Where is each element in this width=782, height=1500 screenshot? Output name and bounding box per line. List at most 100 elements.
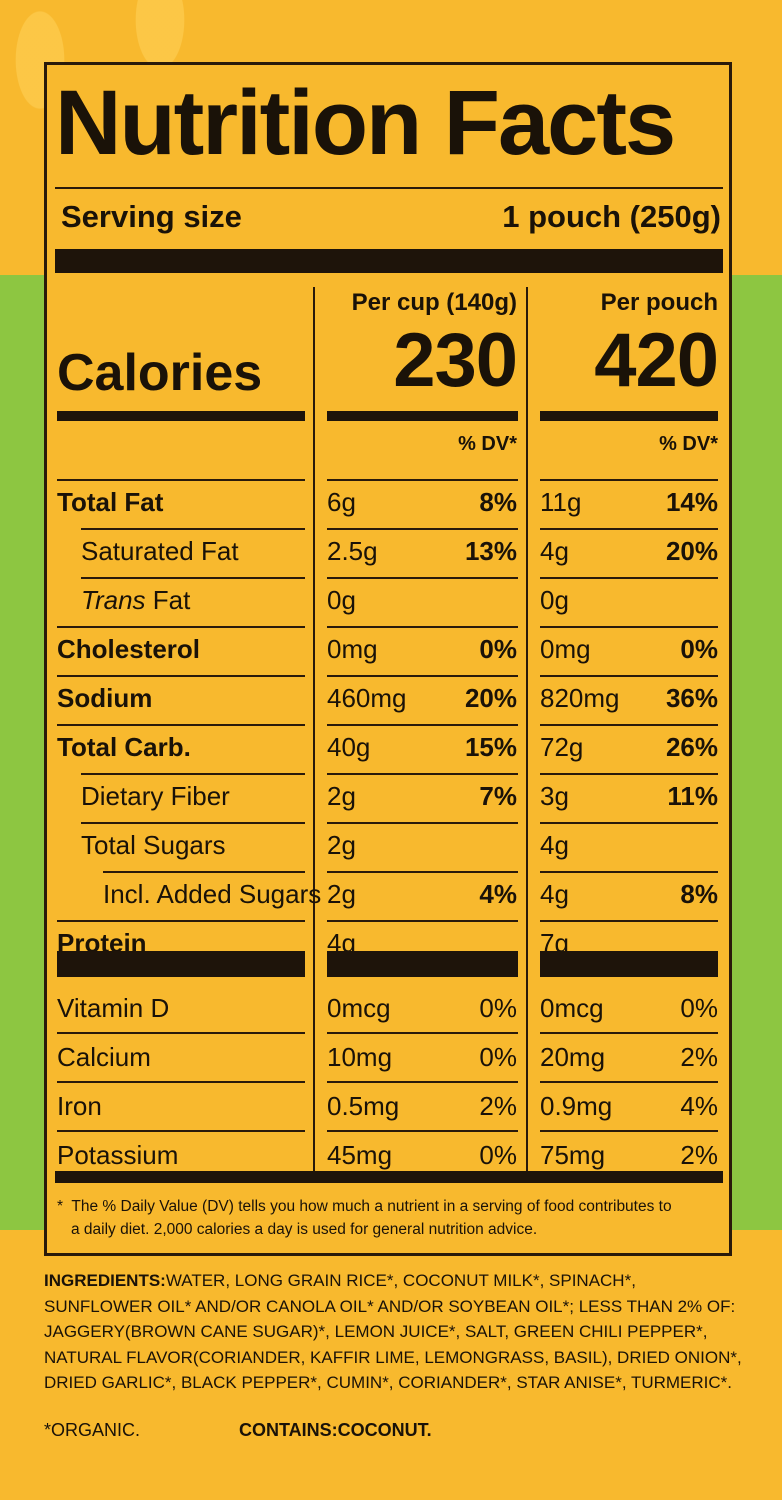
vitamin-row-divider-mid — [327, 1130, 518, 1132]
calories-per-cup: 230 — [393, 318, 518, 403]
nutrient-dv-cup: 4% — [479, 879, 517, 909]
row-divider-mid — [327, 871, 518, 873]
row-divider-right — [540, 822, 718, 824]
nutrient-dv-pouch: 8% — [680, 879, 718, 909]
nutrient-name-text: Sodium — [57, 683, 153, 713]
vitamin-divider-left — [57, 951, 305, 977]
vitamin-amount-pouch: 0mcg — [540, 993, 604, 1023]
nutrient-amount-cup: 2g — [327, 781, 356, 811]
nutrient-dv-pouch: 11% — [667, 781, 718, 811]
nutrient-name-text: Fat — [145, 585, 191, 615]
vitamin-dv-pouch: 2% — [680, 1140, 718, 1170]
nutrient-dv-pouch: 0% — [680, 634, 718, 664]
row-divider-mid — [327, 479, 518, 481]
nutrient-dv-cup: 20% — [464, 683, 517, 713]
row-divider-left — [81, 528, 305, 530]
nutrient-dv-pouch: 20% — [665, 536, 718, 566]
vitamin-dv-cup: 0% — [479, 1140, 517, 1170]
vitamin-row-divider-mid — [327, 1081, 518, 1083]
nutrient-dv-cup: 13% — [464, 536, 517, 566]
nutrient-name: Incl. Added Sugars — [103, 881, 321, 907]
nutrient-amount-pouch: 4g — [540, 536, 569, 566]
vitamin-amount-pouch: 20mg — [540, 1042, 606, 1072]
row-divider-left — [57, 920, 305, 922]
calories-label: Calories — [57, 344, 263, 402]
nutrient-dv-cup: 7% — [479, 781, 517, 811]
vitamin-divider-right — [540, 951, 718, 977]
vitamin-name: Potassium — [57, 1140, 179, 1170]
row-divider-mid — [327, 577, 518, 579]
nutrient-amount-pouch: 0mg — [540, 634, 591, 664]
vitamin-divider-mid — [327, 951, 518, 977]
row-divider-left — [81, 822, 305, 824]
ingredients-line-4: NATURAL FLAVOR(CORIANDER, KAFFIR LIME, L… — [44, 1347, 742, 1367]
ingredients-line-1: WATER, LONG GRAIN RICE*, COCONUT MILK*, … — [165, 1271, 636, 1290]
row-divider-right — [540, 920, 718, 922]
dv-header-pouch: % DV* — [659, 433, 718, 455]
ingredients-line-2: SUNFLOWER OIL* AND/OR CANOLA OIL* AND/OR… — [44, 1296, 736, 1316]
ingredients-block: INGREDIENTS:WATER, LONG GRAIN RICE*, COC… — [44, 1268, 744, 1396]
organic-note: *ORGANIC. — [44, 1420, 141, 1440]
nutrient-name-text: Cholesterol — [57, 634, 201, 664]
nutrition-facts-title: Nutrition Facts — [55, 72, 676, 174]
nutrient-name-text: Total Carb. — [57, 732, 191, 762]
row-divider-mid — [327, 675, 518, 677]
row-divider-right — [540, 479, 718, 481]
row-divider-right — [540, 724, 718, 726]
calories-divider-mid — [327, 411, 518, 421]
row-divider-left — [81, 577, 305, 579]
footnote-line-2: a daily diet. 2,000 calories a day is us… — [71, 1221, 538, 1238]
per-cup-header: Per cup (140g) — [351, 289, 517, 316]
nutrient-amount-pouch: 0g — [540, 585, 569, 615]
vitamin-amount-cup: 45mg — [327, 1140, 393, 1170]
nutrient-name: Saturated Fat — [81, 538, 239, 564]
column-divider-2 — [526, 287, 528, 1175]
serving-size-row: Serving size 1 pouch (250g) — [61, 199, 721, 239]
row-divider-right — [540, 773, 718, 775]
nutrient-amount-cup: 0mg — [327, 634, 378, 664]
nutrient-name-text: Saturated Fat — [81, 536, 239, 566]
divider — [55, 187, 723, 189]
column-divider-1 — [313, 287, 315, 1175]
daily-value-footnote: * The % Daily Value (DV) tells you how m… — [57, 1195, 725, 1241]
background-pattern-bottom — [0, 1230, 782, 1500]
row-divider-mid — [327, 724, 518, 726]
nutrient-dv-pouch: 36% — [665, 683, 718, 713]
thick-divider — [55, 249, 723, 273]
row-divider-mid — [327, 920, 518, 922]
nutrient-name: Trans Fat — [81, 587, 190, 613]
ingredients-line-5: DRIED GARLIC*, BLACK PEPPER*, CUMIN*, CO… — [44, 1373, 733, 1392]
row-divider-mid — [327, 822, 518, 824]
nutrition-facts-panel: Nutrition Facts Serving size 1 pouch (25… — [44, 62, 732, 1256]
contains-statement: CONTAINS:COCONUT. — [239, 1420, 432, 1440]
nutrient-dv-pouch: 26% — [665, 732, 718, 762]
vitamin-dv-pouch: 2% — [680, 1042, 718, 1072]
nutrient-amount-cup: 40g — [327, 732, 371, 762]
vitamin-dv-cup: 0% — [479, 1042, 517, 1072]
per-pouch-header: Per pouch — [600, 289, 718, 316]
nutrient-amount-pouch: 4g — [540, 830, 569, 860]
footnote-divider — [55, 1171, 723, 1183]
row-divider-right — [540, 577, 718, 579]
row-divider-mid — [327, 528, 518, 530]
nutrient-name-text: Incl. Added Sugars — [103, 879, 322, 909]
nutrient-name: Dietary Fiber — [81, 783, 230, 809]
nutrient-dv-pouch: 14% — [665, 487, 718, 517]
nutrient-amount-pouch: 4g — [540, 879, 569, 909]
row-divider-right — [540, 675, 718, 677]
ingredients-line-3: JAGGERY(BROWN CANE SUGAR)*, LEMON JUICE*… — [44, 1322, 708, 1341]
vitamin-name: Iron — [57, 1091, 102, 1121]
dv-header-cup: % DV* — [458, 433, 517, 455]
vitamin-row-divider-right — [540, 1130, 718, 1132]
calories-divider-right — [540, 411, 718, 421]
row-divider-left — [57, 724, 305, 726]
vitamin-amount-pouch: 0.9mg — [540, 1091, 613, 1121]
nutrient-name: Total Carb. — [57, 734, 191, 760]
nutrient-name: Sodium — [57, 685, 152, 711]
vitamin-amount-cup: 0mcg — [327, 993, 391, 1023]
row-divider-right — [540, 626, 718, 628]
serving-size-label: Serving size — [61, 199, 242, 234]
ingredients-heading: INGREDIENTS: — [44, 1271, 166, 1290]
row-divider-left — [57, 675, 305, 677]
row-divider-left — [57, 626, 305, 628]
